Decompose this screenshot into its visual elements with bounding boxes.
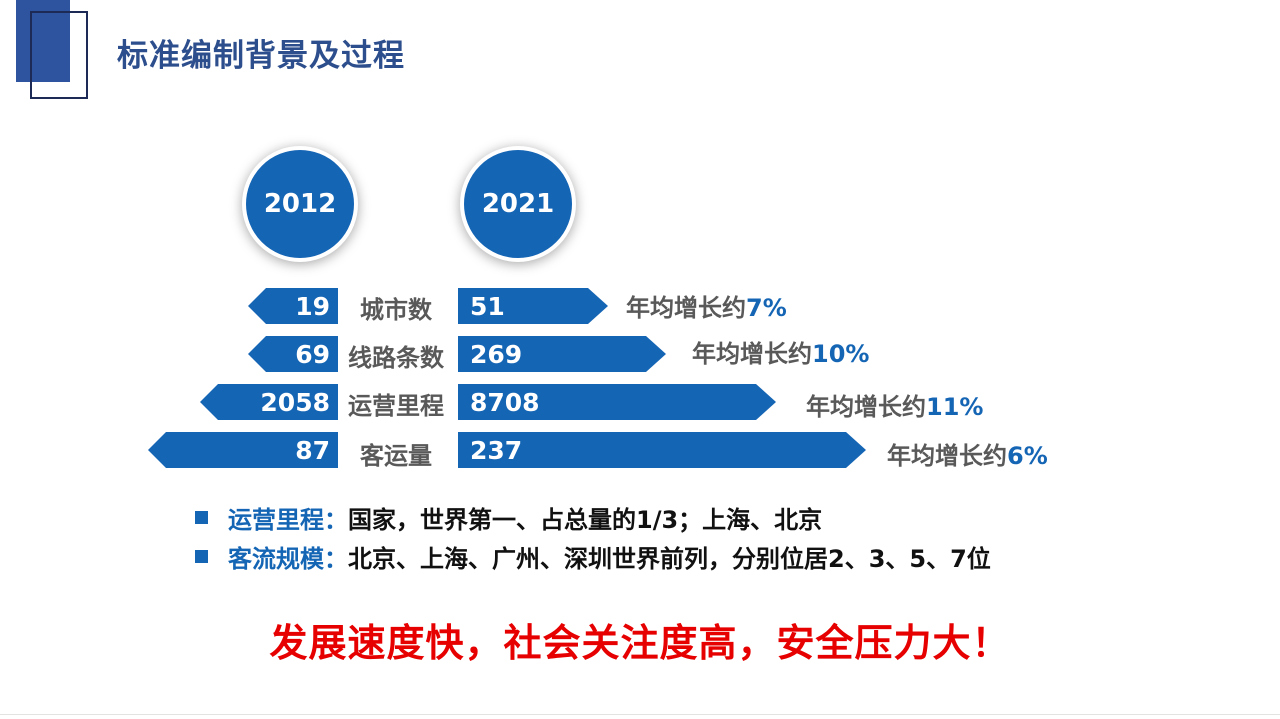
arrow-2012-lines: 69 <box>248 336 338 372</box>
bullet-key: 客流规模： <box>228 545 348 573</box>
corner-decoration-block <box>16 0 70 82</box>
bullet-square-icon <box>195 511 208 524</box>
growth-ridership: 年均增长约6% <box>887 436 1048 471</box>
bullet-text: 国家，世界第一、占总量的1/3；上海、北京 <box>348 506 823 534</box>
bullet-square-icon <box>195 550 208 563</box>
growth-percent: 10% <box>812 340 870 368</box>
growth-percent: 6% <box>1007 442 1048 470</box>
arrow-2021-lines: 269 <box>458 336 666 372</box>
corner-decoration-frame <box>30 11 88 99</box>
metric-label-mileage: 运营里程 <box>348 392 444 420</box>
growth-prefix: 年均增长约 <box>626 294 746 322</box>
slogan: 发展速度快，社会关注度高，安全压力大！ <box>269 621 1011 665</box>
growth-percent: 11% <box>926 393 984 421</box>
growth-prefix: 年均增长约 <box>806 393 926 421</box>
bullet-key: 运营里程： <box>228 506 348 534</box>
metric-label-lines: 线路条数 <box>348 344 444 372</box>
bottom-divider <box>0 714 1280 715</box>
year-2021-circle: 2021 <box>460 146 576 262</box>
arrow-2012-ridership: 87 <box>148 432 338 468</box>
growth-percent: 7% <box>746 294 787 322</box>
growth-lines: 年均增长约10% <box>692 334 869 369</box>
arrow-2012-cities: 19 <box>248 288 338 324</box>
year-2012-circle: 2012 <box>242 146 358 262</box>
growth-cities: 年均增长约7% <box>626 288 787 323</box>
page-title: 标准编制背景及过程 <box>117 38 405 74</box>
arrow-2021-ridership: 237 <box>458 432 866 468</box>
bullet-ridership: 客流规模： 北京、上海、广州、深圳世界前列，分别位居2、3、5、7位 <box>195 539 991 574</box>
metric-label-cities: 城市数 <box>360 296 432 324</box>
arrow-2021-cities: 51 <box>458 288 608 324</box>
arrow-2012-mileage: 2058 <box>200 384 338 420</box>
bullet-text: 北京、上海、广州、深圳世界前列，分别位居2、3、5、7位 <box>348 545 991 573</box>
metric-label-ridership: 客运量 <box>360 442 432 470</box>
growth-prefix: 年均增长约 <box>887 442 1007 470</box>
bullet-mileage: 运营里程： 国家，世界第一、占总量的1/3；上海、北京 <box>195 500 822 535</box>
arrow-2021-mileage: 8708 <box>458 384 776 420</box>
growth-prefix: 年均增长约 <box>692 340 812 368</box>
growth-mileage: 年均增长约11% <box>806 387 983 422</box>
